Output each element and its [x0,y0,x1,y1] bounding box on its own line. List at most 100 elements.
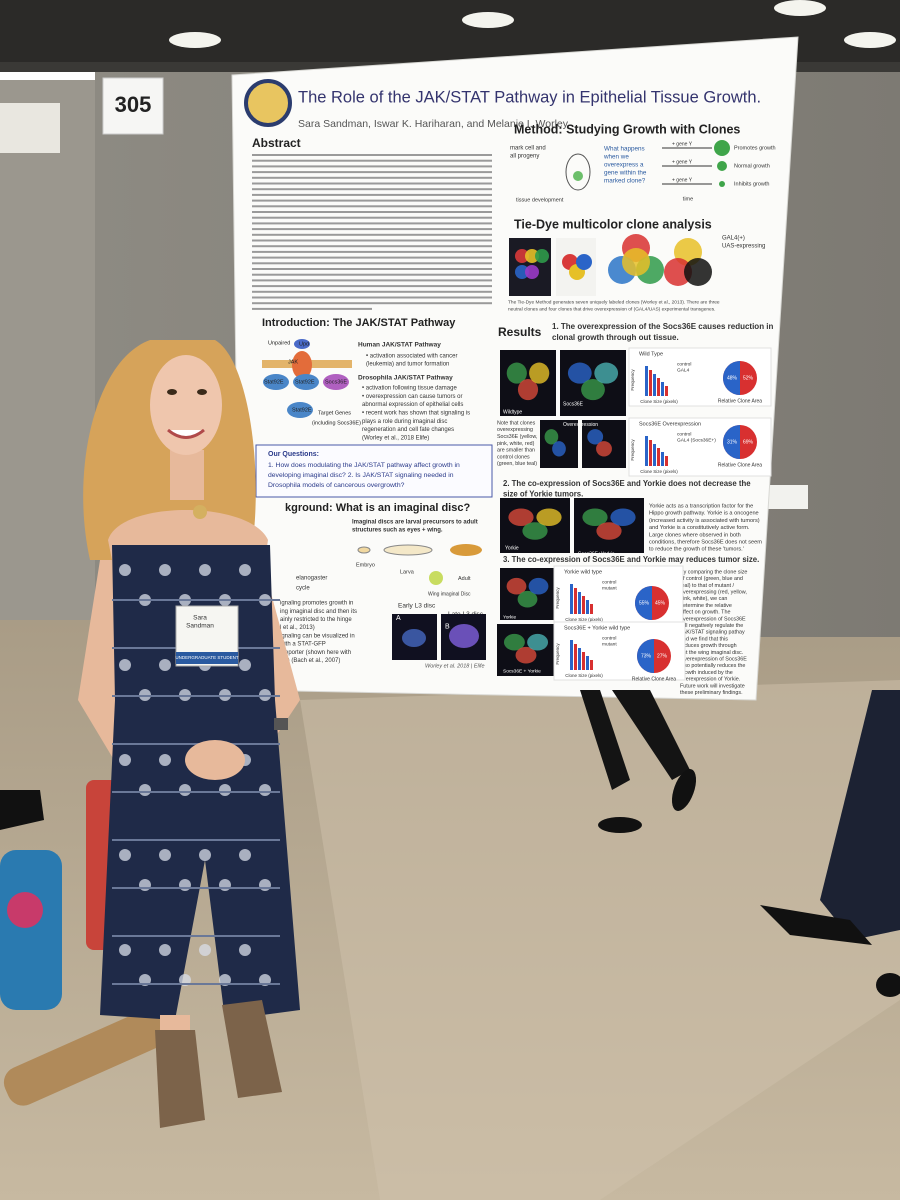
poster-text: Wing imaginal Disc [428,591,471,597]
section-heading: Results [498,325,542,339]
poster-text: Yorkie acts as a transcription factor fo… [649,503,753,509]
visitor-shoe [598,817,642,833]
poster-text: developing imaginal disc? 2. Is JAK/STAT… [268,472,454,479]
dress-pattern [199,944,211,956]
poster-text: and Yorkie is a constitutively active fo… [649,525,750,531]
booth-number: 305 [115,92,152,117]
visitor-legs [820,690,900,940]
pie-caption: Relative Clone Area [718,398,762,404]
poster-text: overexpressing [497,427,533,433]
clone-signal [522,522,548,540]
pie-label: 69% [743,439,754,445]
clone-cluster [719,181,725,187]
poster-text: elanogaster [296,576,327,582]
abstract-text-line [252,239,492,242]
poster-text: Yorkie [503,614,516,620]
outcome-label: Normal growth [734,163,770,169]
clone-signal [528,577,549,595]
dress-pattern [159,754,171,766]
poster-text: Future work will investigate [680,683,745,689]
visitor-legs [580,690,690,790]
ceiling-light [844,32,896,48]
diagram-label: Unpaired [268,340,290,346]
chart-legend: control [677,431,691,437]
clone-signal [506,362,527,384]
abstract-text-line [252,211,492,213]
poster-text: UAS-expressing [722,244,765,250]
face [150,355,222,455]
abstract-text-line [252,302,492,305]
poster-text: ing imaginal disc and then its [280,609,357,615]
poster-text: By comparing the clone size [680,569,747,575]
left-board [0,80,95,620]
clone-icon [573,171,583,181]
clone-signal [582,508,608,527]
chart-y-label: Frequency [555,587,560,609]
pie-label: 27% [657,653,668,659]
poster-text: l reporter (shown here with [280,650,351,656]
poster-text: all progeny [510,154,539,160]
dress-pattern [239,564,251,576]
embryo [357,546,371,554]
poster-text: Human JAK/STAT Pathway [358,342,441,349]
clone-signal [596,441,612,457]
histogram-bar [649,370,652,396]
chart-y-label: Frequency [555,643,560,665]
abstract-text-line [252,250,492,253]
chart-title: Yorkie wild type [564,569,602,575]
poster-text: (green, blue teal) [497,461,537,467]
histogram-bar [574,588,577,614]
poster-text: 1. The overexpression of the Socs36E cau… [552,322,774,331]
stage-label: Adult [458,576,471,582]
histogram-bar [570,640,573,670]
poster-text: Sandman [186,623,214,630]
poster-text: pink, white, red) [497,441,535,447]
dress-pattern [139,879,151,891]
pie-slice [723,425,740,459]
left-sign [0,103,60,153]
chart-y-label: Frequency [630,369,635,391]
chart-x-label: Clone Size (pixels) [565,673,603,678]
clone-blob [525,265,539,279]
poster-text: effect on growth. The [680,610,730,616]
visitor-shoe [760,905,872,945]
poster-text: out the wing imaginal disc. [680,650,743,656]
histogram-bar [665,456,668,466]
poster-text: teal) to that of mutant / [680,583,734,589]
gfp-signal [449,624,479,648]
abstract-text-line [252,268,492,270]
stage-label: Embryo [356,562,375,568]
poster-text: overexpress a [604,162,644,169]
poster-text: with a STAT-GFP [279,642,326,648]
smile [167,428,205,439]
section-heading: Introduction: The JAK/STAT Pathway [262,317,456,329]
clone-signal [517,379,539,401]
upd-ligand [294,339,310,349]
clone-signal [529,362,550,384]
gene-label: + gene Y [672,141,693,147]
pie-caption: Relative Clone Area [632,676,676,682]
clone-signal [508,508,534,527]
histogram-bar [574,644,577,670]
poster-text: ignaling promotes growth in [280,601,353,607]
dress-pattern [119,944,131,956]
poster-text: GAL4(+) [722,236,745,242]
histogram-bar [649,440,652,466]
poster-text: conditions, therefore Socs36E does not s… [649,539,762,545]
histogram-bar [657,378,660,396]
section-heading: Abstract [252,136,301,150]
poster-text: A [396,615,401,622]
pathway-node [287,402,313,418]
clone-signal [515,646,537,664]
boot [155,1030,205,1128]
poster-text: Socs36E+Yorkie [578,552,615,558]
clone-signal [587,429,604,445]
poster-text: Drosophila JAK/STAT Pathway [358,375,453,382]
dress-pattern [179,784,191,796]
chart-legend: GAL4 (Socs36E+) [677,437,716,443]
abstract-text-line [252,285,492,288]
poster-text: The Tie-Dye Method generates seven uniqu… [508,299,720,305]
jak-receptor [292,351,312,379]
abstract-text-line [252,307,372,310]
